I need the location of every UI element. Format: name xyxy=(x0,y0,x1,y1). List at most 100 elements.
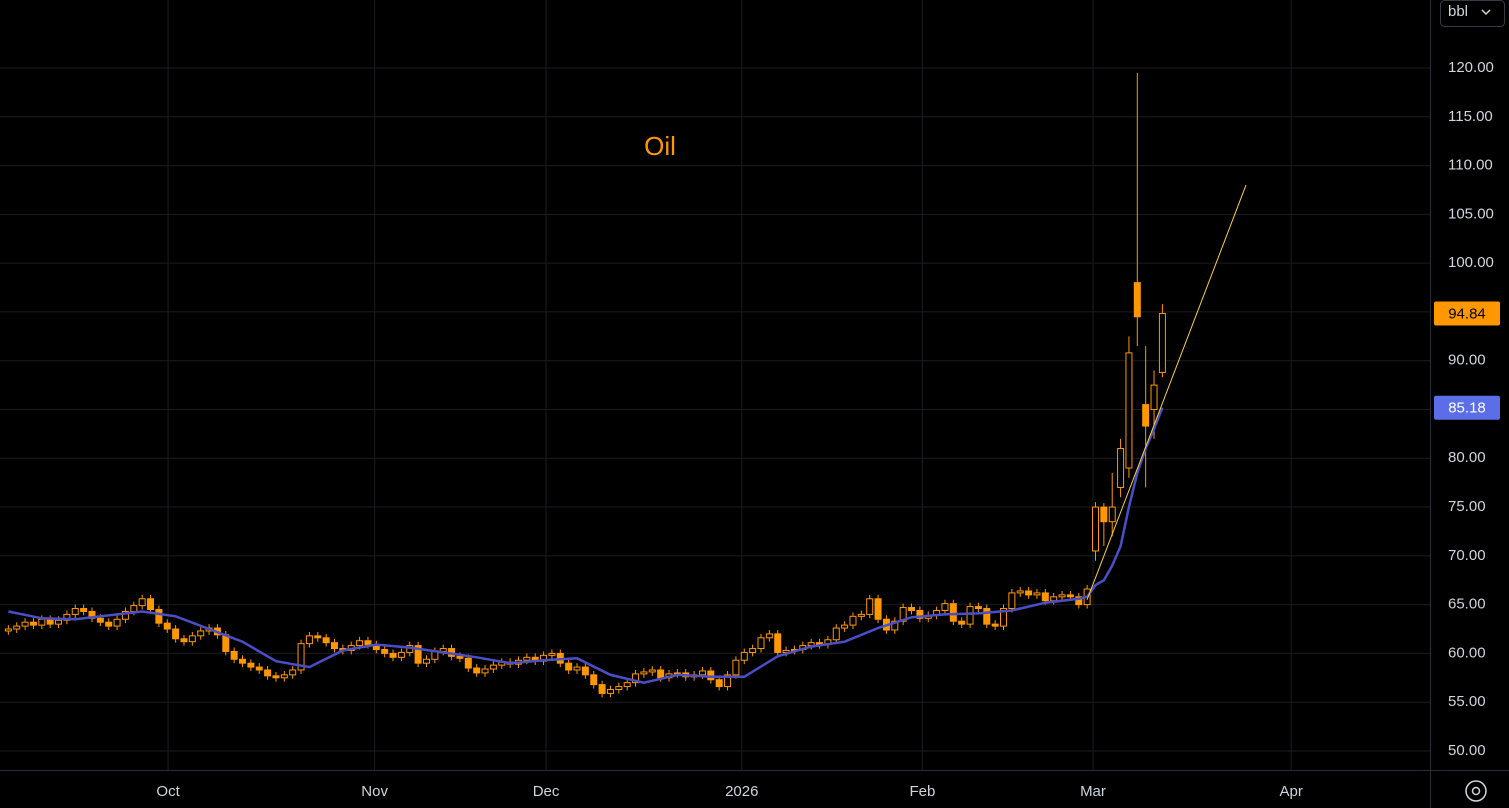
candle-body xyxy=(590,674,598,686)
x-tick-label: Feb xyxy=(909,783,935,800)
candle-body xyxy=(172,628,180,640)
candle-body xyxy=(105,621,113,627)
candle-body xyxy=(715,679,723,688)
candle-body xyxy=(573,666,581,671)
candle-body xyxy=(255,666,263,671)
candle-body xyxy=(1050,596,1058,602)
y-tick-label: 120.00 xyxy=(1448,59,1494,76)
y-tick-label: 110.00 xyxy=(1448,157,1493,174)
candle-body xyxy=(832,627,840,641)
candle-body xyxy=(1041,592,1049,602)
x-tick-label: 2026 xyxy=(725,783,758,800)
y-tick-label: 60.00 xyxy=(1448,644,1486,661)
candle-body xyxy=(908,607,916,611)
candle-body xyxy=(55,619,63,625)
price-label: 94.84 xyxy=(1448,305,1486,322)
candle-body xyxy=(958,620,966,625)
settings-icon[interactable] xyxy=(1465,780,1487,802)
chevron xyxy=(1481,9,1491,16)
candle-body xyxy=(389,652,397,658)
candle-body xyxy=(489,664,497,670)
candle-body xyxy=(481,668,489,674)
candle-body xyxy=(163,622,171,630)
candle-body xyxy=(305,635,313,645)
settings-icon-center xyxy=(1471,786,1481,796)
price-label: 85.18 xyxy=(1448,400,1486,417)
candle-body xyxy=(548,652,556,656)
candle-body xyxy=(874,598,882,620)
candle-body xyxy=(230,650,238,660)
price-label-box xyxy=(1434,395,1500,420)
candle-body xyxy=(749,648,757,653)
candle-body xyxy=(782,649,790,653)
candle-body xyxy=(46,618,54,625)
trendline xyxy=(1086,184,1247,600)
candle-body xyxy=(632,673,640,684)
candle-body xyxy=(740,651,748,661)
candle-body xyxy=(121,610,129,620)
y-tick-label: 105.00 xyxy=(1448,205,1494,222)
candle-body xyxy=(974,606,982,610)
settings-button[interactable] xyxy=(1465,780,1487,802)
y-tick-label: 90.00 xyxy=(1448,352,1486,369)
candle-body xyxy=(565,662,573,671)
x-tick-label: Oct xyxy=(156,783,180,800)
candle-body xyxy=(598,684,606,694)
candle-body xyxy=(916,609,924,619)
y-tick-label: 70.00 xyxy=(1448,547,1486,564)
candle-body xyxy=(774,633,782,653)
candle-body xyxy=(1117,448,1125,489)
y-tick-label: 65.00 xyxy=(1448,596,1486,613)
candle-body xyxy=(289,669,297,676)
candle-body xyxy=(397,651,405,658)
candle-body xyxy=(648,669,656,673)
candle-body xyxy=(297,643,305,671)
y-tick-label: 115.00 xyxy=(1448,108,1493,125)
y-tick-label: 100.00 xyxy=(1448,254,1494,271)
candle-body xyxy=(841,624,849,629)
candle-body xyxy=(1142,404,1150,427)
candle-body xyxy=(707,670,715,681)
candle-body xyxy=(1008,592,1016,610)
candle-body xyxy=(356,640,364,647)
candle-body xyxy=(264,669,272,677)
y-tick-label: 50.00 xyxy=(1448,742,1486,759)
candle-body xyxy=(991,623,999,627)
axes: 50.0055.0060.0065.0070.0075.0080.0085.00… xyxy=(156,59,1500,800)
candle-body xyxy=(1058,594,1066,598)
candle-body xyxy=(523,656,531,661)
candle-body xyxy=(1066,594,1074,598)
candle-body xyxy=(96,617,104,623)
candle-body xyxy=(1033,592,1041,596)
candle-body xyxy=(314,635,322,639)
y-tick-label: 55.00 xyxy=(1448,693,1486,710)
annotation: Oil xyxy=(644,131,676,161)
candle-body xyxy=(364,640,372,646)
candle-body xyxy=(941,603,949,611)
candle-body xyxy=(38,618,46,626)
candle-body xyxy=(1158,312,1166,373)
candle-body xyxy=(280,674,288,679)
candle-body xyxy=(732,659,740,676)
candle-body xyxy=(239,658,247,664)
y-tick-label: 75.00 xyxy=(1448,498,1486,515)
candle-body xyxy=(29,621,37,626)
candle-body xyxy=(1091,506,1099,552)
candle-body xyxy=(1025,590,1033,596)
candle-body xyxy=(866,598,874,615)
candle-body xyxy=(197,630,205,637)
candle-body xyxy=(247,662,255,668)
candle-body xyxy=(381,649,389,654)
dropdown-box[interactable] xyxy=(1440,0,1505,27)
candle-body xyxy=(1150,384,1158,410)
candle-body xyxy=(422,658,430,664)
candle-body xyxy=(757,637,765,650)
unit-dropdown[interactable]: bbl xyxy=(1440,0,1505,27)
candle-body xyxy=(640,671,648,675)
candle-body xyxy=(473,667,481,674)
candle-body xyxy=(606,689,614,694)
candle-body xyxy=(464,657,472,669)
unit-label[interactable]: bbl xyxy=(1448,3,1468,20)
candle-body xyxy=(623,682,631,688)
